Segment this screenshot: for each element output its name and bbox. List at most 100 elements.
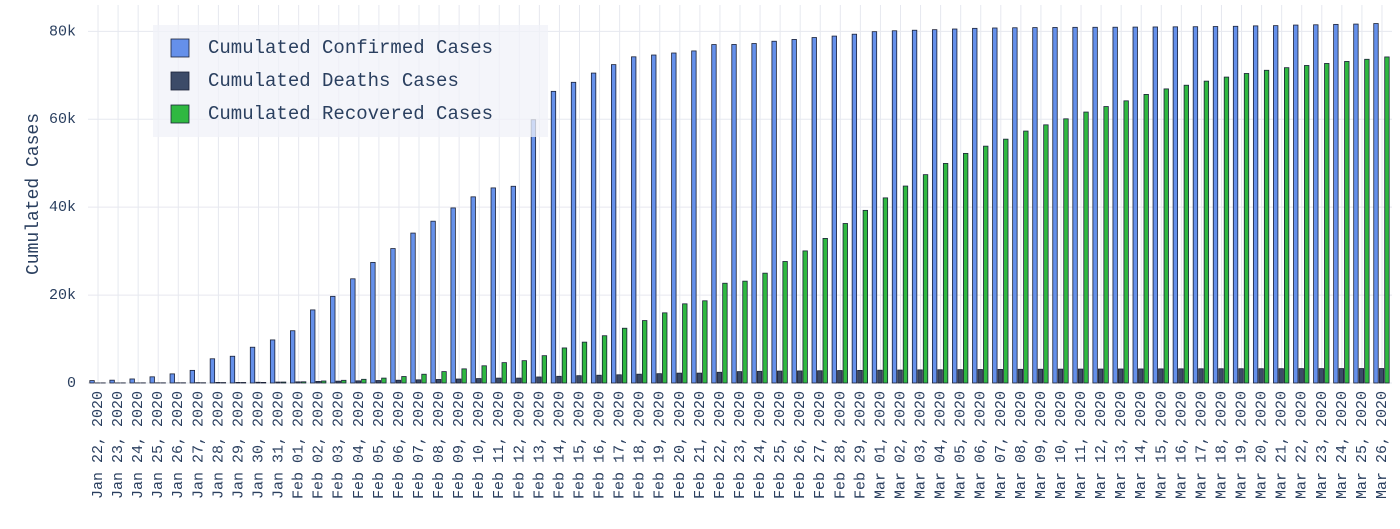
bar <box>470 196 476 384</box>
bar <box>1132 26 1138 384</box>
x-tick-label: Feb 05, 2020 <box>371 391 388 499</box>
bar <box>771 40 777 384</box>
bar <box>842 223 848 384</box>
x-tick-label: Feb 23, 2020 <box>732 391 749 499</box>
bar <box>300 381 307 384</box>
bar <box>902 185 909 384</box>
x-tick-label: Feb 27, 2020 <box>812 391 829 499</box>
x-tick-label: Mar 12, 2020 <box>1093 391 1110 499</box>
x-tick-label: Jan 31, 2020 <box>271 391 288 499</box>
bar <box>280 381 287 384</box>
bar <box>762 272 768 384</box>
y-tick-label: 40k <box>49 199 76 216</box>
x-tick-label: Mar 08, 2020 <box>1013 391 1030 499</box>
x-tick-label: Jan 29, 2020 <box>230 391 247 499</box>
bar <box>972 27 978 384</box>
bar <box>1344 61 1350 384</box>
bar <box>536 376 542 384</box>
x-tick-label: Mar 01, 2020 <box>872 391 889 499</box>
bar <box>931 29 938 384</box>
legend-swatch <box>170 71 190 91</box>
bar <box>370 261 376 384</box>
x-tick-label: Mar 17, 2020 <box>1193 391 1210 499</box>
bar <box>722 282 728 384</box>
bar <box>822 238 828 384</box>
bar <box>937 369 943 384</box>
bar <box>235 382 241 384</box>
x-tick-label: Jan 24, 2020 <box>130 391 147 499</box>
bar <box>1083 111 1089 384</box>
bar <box>621 327 628 384</box>
bar <box>651 54 657 384</box>
bar <box>631 56 637 384</box>
bar <box>1304 65 1310 384</box>
bar <box>696 372 703 384</box>
x-tick-label: Feb 09, 2020 <box>451 391 468 499</box>
x-tick-label: Jan 28, 2020 <box>210 391 227 499</box>
x-tick-label: Jan 26, 2020 <box>170 391 187 499</box>
bar <box>1017 368 1024 384</box>
bar <box>776 370 783 384</box>
bar <box>997 368 1003 384</box>
bar <box>1293 24 1299 384</box>
x-tick-label: Feb 08, 2020 <box>431 391 448 499</box>
bar <box>731 44 737 384</box>
bar <box>882 197 889 384</box>
bar <box>831 35 837 384</box>
x-tick-label: Feb 21, 2020 <box>692 391 709 499</box>
bar <box>1273 25 1279 384</box>
bar <box>862 209 868 384</box>
bar <box>1324 63 1330 384</box>
bar <box>249 346 256 384</box>
x-tick-label: Feb 20, 2020 <box>672 391 689 499</box>
bar <box>390 248 396 384</box>
bar <box>240 382 247 384</box>
x-tick-label: Jan 30, 2020 <box>250 391 267 499</box>
bar <box>857 369 863 384</box>
bar <box>1103 106 1109 384</box>
bar <box>802 250 808 384</box>
x-tick-label: Mar 13, 2020 <box>1113 391 1130 499</box>
bar <box>169 373 175 384</box>
bar <box>441 371 447 384</box>
y-axis-title: Cumulated Cases <box>24 113 44 275</box>
bar <box>1032 27 1038 384</box>
bar <box>541 355 548 384</box>
bar <box>576 375 582 384</box>
bar <box>1138 368 1144 384</box>
x-tick-label: Mar 22, 2020 <box>1294 391 1311 499</box>
bar <box>791 39 797 384</box>
bar <box>1158 368 1164 384</box>
y-tick-label: 60k <box>49 111 76 128</box>
x-tick-label: Mar 16, 2020 <box>1173 391 1190 499</box>
x-tick-label: Feb 10, 2020 <box>471 391 488 499</box>
x-tick-label: Feb 28, 2020 <box>832 391 849 499</box>
x-tick-label: Feb 13, 2020 <box>531 391 548 499</box>
bar <box>410 232 416 384</box>
bar <box>229 355 236 384</box>
x-tick-label: Feb 16, 2020 <box>592 391 609 499</box>
bar <box>1183 84 1189 384</box>
bar <box>521 360 527 384</box>
bar <box>1232 25 1239 384</box>
bar <box>1057 368 1064 384</box>
bar <box>817 370 823 384</box>
bar <box>1052 27 1058 384</box>
bar <box>1384 56 1390 384</box>
bar <box>461 368 467 384</box>
bar <box>375 380 382 384</box>
bar <box>957 369 963 384</box>
x-tick-label: Mar 26, 2020 <box>1374 391 1391 499</box>
bar <box>1218 368 1224 384</box>
bar <box>1178 368 1184 384</box>
bar <box>395 379 402 384</box>
x-tick-label: Feb 22, 2020 <box>712 391 729 499</box>
bar <box>1192 26 1199 384</box>
bar <box>1238 368 1244 384</box>
bar <box>922 174 929 384</box>
bar <box>1284 67 1290 384</box>
x-tick-label: Jan 27, 2020 <box>190 391 207 499</box>
x-tick-label: Feb 29, 2020 <box>852 391 869 499</box>
x-tick-label: Feb 19, 2020 <box>652 391 669 499</box>
bar <box>682 303 688 384</box>
